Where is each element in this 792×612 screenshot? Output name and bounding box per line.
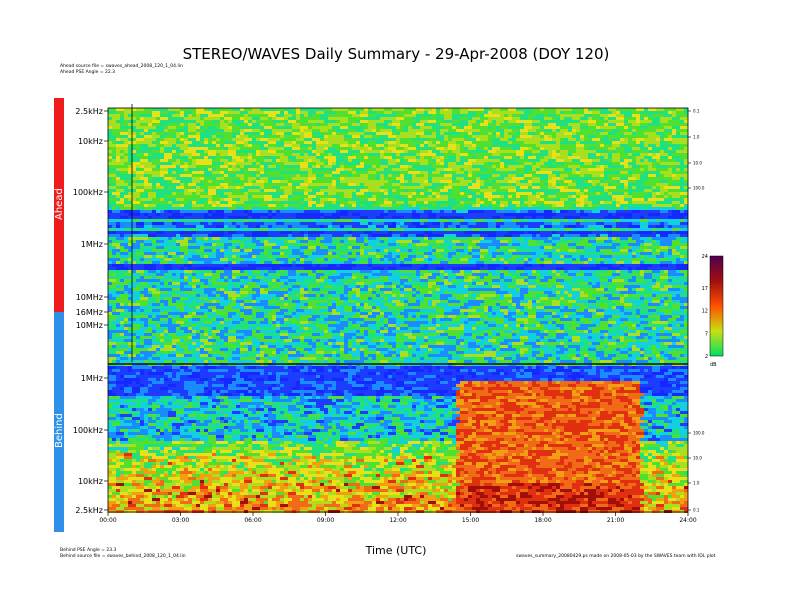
right-tick-label: 0.1 [693,508,700,513]
behind-source-file: Behind source file = swaves_behind_2008_… [60,554,186,559]
chart-title: STEREO/WAVES Daily Summary - 29-Apr-2008… [182,45,610,63]
colorbar-tick-label: 24 [702,254,708,260]
right-tick-label: 10.0 [693,456,702,461]
x-tick-label: 21:00 [607,517,624,524]
x-tick-label: 15:00 [462,517,479,524]
x-tick-label: 12:00 [389,517,406,524]
ahead-side-band [54,98,64,312]
right-tick-label: 1.0 [693,135,700,140]
x-axis-ticks: 00:00 03:00 06:00 09:00 12:00 15:00 18:00 21:00… [99,512,697,524]
y-tick-label: 10kHz [78,477,103,486]
colorbar-tick-label: 17 [702,286,708,292]
y-tick-label: 2.5kHz [75,107,103,116]
y-tick-label: 10kHz [78,137,103,146]
right-tick-label: 10.0 [693,161,702,166]
y-tick-label: 10MHz [76,321,103,330]
ahead-pse-angle: Ahead PSE Angle = 22.3 [60,70,116,75]
colorbar-tick-label: 12 [702,309,708,315]
y-tick-label: 2.5kHz [75,506,103,515]
y-tick-label: 100kHz [73,426,103,435]
x-tick-label: 00:00 [99,517,116,524]
behind-band-label: Behind [54,413,65,448]
footer-note: swaves_summary_20080429.ps made on 2008-… [516,554,716,559]
x-tick-label: 09:00 [317,517,334,524]
right-tick-label: 1.0 [693,481,700,486]
behind-pse-angle: Behind PSE Angle = 23.3 [60,548,117,553]
ahead-source-file: Ahead source file = swaves_ahead_2008_12… [60,64,183,69]
y-tick-label: 100kHz [73,188,103,197]
x-tick-label: 18:00 [534,517,551,524]
y-tick-label: 16MHz [76,308,103,317]
y-axis-ticks: 2.5kHz 10kHz 100kHz 1MHz 10MHz 16MHz 10MHz 1MHz… [73,107,108,515]
colorbar-tick-label: 2 [705,354,708,360]
x-tick-label: 06:00 [244,517,261,524]
colorbar-unit: dB [710,362,717,368]
x-axis-label: Time (UTC) [365,544,427,557]
behind-side-band [54,312,64,532]
y-tick-label: 1MHz [81,240,103,249]
right-tick-label: 100.0 [693,186,705,191]
right-tick-label: 100.0 [693,431,705,436]
ahead-band-label: Ahead [54,188,65,220]
x-tick-label: 03:00 [172,517,189,524]
colorbar-ticks: 24 17 12 7 2 [702,254,708,360]
colorbar-tick-label: 7 [705,331,708,337]
y-tick-label: 10MHz [76,293,103,302]
right-axis-ticks: 0.1 1.0 10.0 100.0 100.0 10.0 1.0 0.1 [688,109,705,513]
right-tick-label: 0.1 [693,109,700,114]
y-tick-label: 1MHz [81,374,103,383]
colorbar [709,255,724,357]
spectrogram-heatmap [108,108,688,513]
x-tick-label: 24:00 [679,517,696,524]
